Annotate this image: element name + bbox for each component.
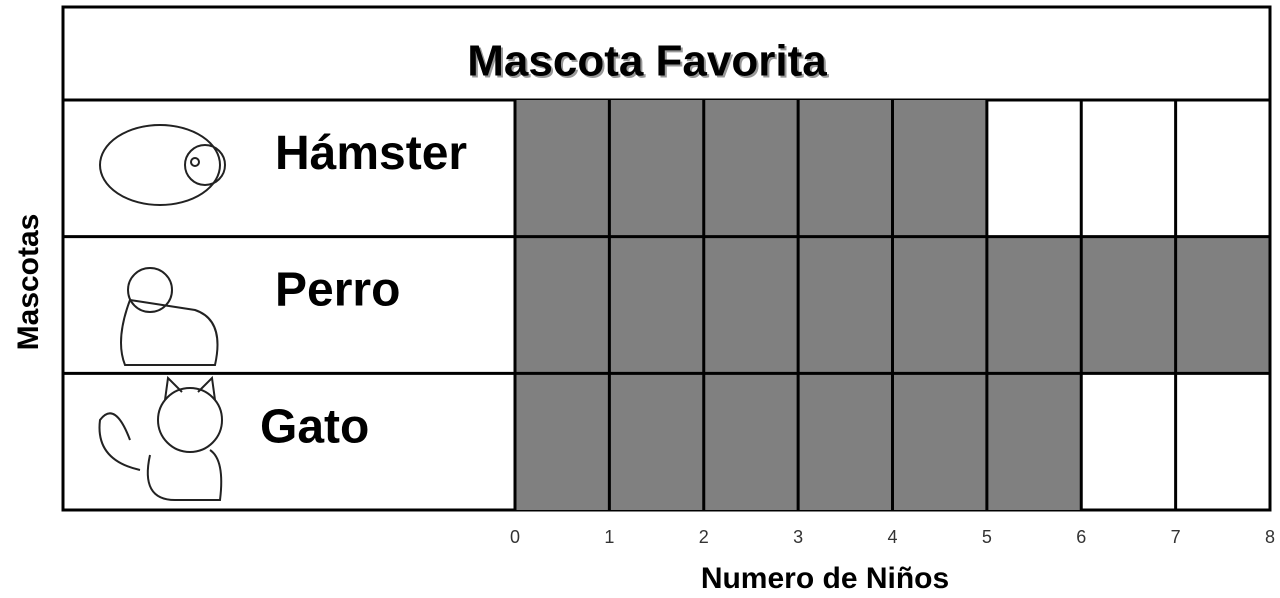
x-tick-label: 7 [1171, 527, 1181, 547]
x-tick-label: 5 [982, 527, 992, 547]
x-tick-label: 6 [1076, 527, 1086, 547]
chart: Mascota Favorita Mascota Favorita Mascot… [0, 0, 1280, 598]
x-tick-label: 4 [887, 527, 897, 547]
hamster-icon [100, 125, 225, 205]
category-label: Perro [275, 264, 400, 317]
x-tick-label: 3 [793, 527, 803, 547]
cat-icon [100, 378, 223, 500]
x-tick-label: 0 [510, 527, 520, 547]
dog-icon [121, 268, 218, 365]
x-axis-label: Numero de Niños [701, 562, 949, 595]
page: {"chart_data": {"type": "barh", "title":… [0, 0, 1280, 598]
category-label: Hámster [275, 127, 467, 180]
category-label: Gato [260, 400, 369, 453]
y-axis-label: Mascotas [12, 214, 45, 351]
x-tick-label: 2 [699, 527, 709, 547]
chart-title: Mascota Favorita [467, 37, 827, 86]
bar [515, 100, 987, 237]
x-tick-label: 8 [1265, 527, 1275, 547]
x-tick-label: 1 [604, 527, 614, 547]
